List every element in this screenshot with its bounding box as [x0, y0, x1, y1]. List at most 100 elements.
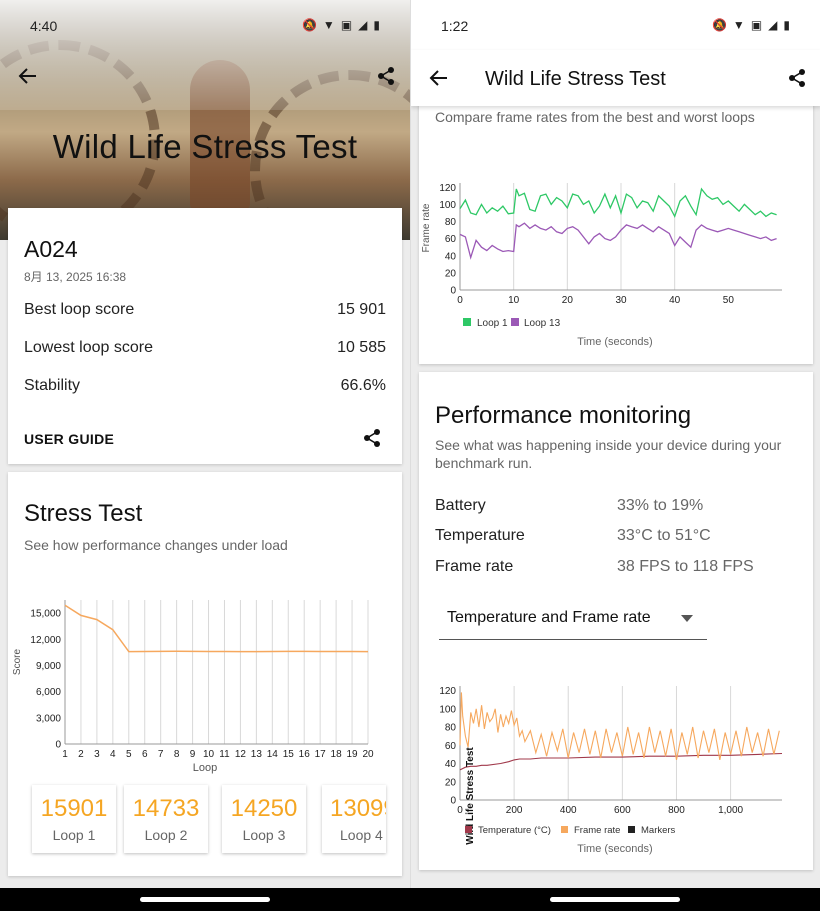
y-tick-label: 120	[439, 183, 456, 194]
perf-subtitle: See what was happening inside your devic…	[435, 437, 782, 471]
x-tick-label: 0	[457, 295, 463, 306]
share-icon[interactable]	[783, 64, 811, 92]
hero-title: Wild Life Stress Test	[52, 128, 358, 165]
y-tick-label: 12,000	[30, 635, 61, 646]
series-line-temperature-c	[459, 752, 783, 771]
y-tick-label: 120	[439, 686, 456, 697]
home-gesture-pill[interactable]	[550, 897, 680, 902]
x-tick-label: 18	[331, 749, 343, 760]
stat-label: Stability	[24, 377, 81, 394]
legend: Temperature (°C) Frame rate Markers	[465, 825, 676, 836]
share-icon[interactable]	[358, 424, 386, 452]
x-axis-label: Loop	[193, 762, 217, 774]
legend: Loop 1 Loop 13	[463, 318, 561, 329]
y-tick-label: 0	[450, 796, 456, 807]
y-tick-label: 9,000	[36, 661, 61, 672]
stress-title: Stress Test	[24, 500, 143, 527]
loop-card[interactable]: 15901 Loop 1	[32, 785, 116, 853]
mute-icon: 🔕	[301, 18, 317, 32]
signal-icon: ◢	[358, 18, 368, 32]
home-gesture-pill[interactable]	[140, 897, 270, 902]
status-time: 1:22	[441, 18, 469, 34]
hero-banner-image	[0, 0, 410, 240]
x-tick-label: 30	[615, 295, 627, 306]
legend-swatch-loop-13	[511, 318, 519, 326]
wifi-icon: ▼	[322, 18, 335, 32]
back-arrow-icon[interactable]	[14, 62, 42, 90]
legend-swatch-frame-rate	[561, 826, 568, 833]
perf-value: 33% to 19%	[617, 497, 704, 514]
y-tick-label: 15,000	[30, 609, 61, 620]
loop-label: Loop 4	[340, 827, 383, 843]
stat-row-lowest: Lowest loop score 10 585	[24, 339, 386, 357]
share-icon[interactable]	[372, 62, 400, 90]
loop-card[interactable]: 13099 Loop 4	[322, 785, 386, 853]
x-tick-label: 11	[219, 749, 230, 760]
x-tick-label: 19	[346, 749, 358, 760]
stat-value: 15 901	[337, 301, 386, 318]
stress-subtitle: See how performance changes under load	[24, 537, 288, 553]
y-axis-label: Score	[12, 649, 23, 676]
stat-label: Best loop score	[24, 301, 135, 318]
chart-metric-dropdown[interactable]: Temperature and Frame rate	[439, 600, 707, 640]
back-arrow-icon[interactable]	[425, 64, 453, 92]
loop-score: 15901	[40, 795, 108, 822]
y-tick-label: 40	[445, 759, 457, 770]
loop-card[interactable]: 14733 Loop 2	[124, 785, 208, 853]
x-tick-label: 10	[508, 295, 520, 306]
series-line-loop-1	[459, 187, 777, 219]
y-tick-label: 80	[445, 217, 457, 228]
loop-score: 13099	[330, 795, 386, 822]
x-tick-label: 20	[362, 749, 374, 760]
x-tick-label: 0	[457, 805, 463, 816]
user-guide-link[interactable]: USER GUIDE	[24, 431, 115, 447]
result-date: 8月 13, 2025 16:38	[24, 270, 127, 284]
legend-swatch-temperature	[465, 826, 472, 833]
x-tick-label: 5	[126, 749, 132, 760]
y-tick-label: 60	[445, 741, 457, 752]
right-screen: 1:22 🔕 ▼ ▣ ◢ ▮ Compare frame rates from …	[410, 0, 820, 911]
y-tick-label: 0	[55, 740, 61, 751]
y-tick-label: 100	[439, 200, 456, 211]
dropdown-arrow-icon	[681, 615, 693, 622]
loop-card[interactable]: 14250 Loop 3	[222, 785, 306, 853]
x-tick-label: 400	[560, 805, 577, 816]
x-tick-label: 50	[723, 295, 735, 306]
x-tick-label: 800	[668, 805, 685, 816]
x-tick-label: 4	[110, 749, 116, 760]
x-tick-label: 200	[506, 805, 523, 816]
x-tick-label: 12	[235, 749, 247, 760]
stat-value: 10 585	[337, 339, 386, 356]
x-tick-label: 20	[562, 295, 574, 306]
stat-row-stability: Stability 66.6%	[24, 377, 386, 395]
battery-icon: ▮	[783, 18, 790, 32]
x-axis-label: Time (seconds)	[577, 336, 652, 348]
x-tick-label: 9	[190, 749, 196, 760]
x-tick-label: 16	[299, 749, 311, 760]
x-tick-label: 10	[203, 749, 215, 760]
series-line-score	[64, 604, 369, 653]
loop-score: 14733	[132, 795, 200, 822]
y-tick-label: 20	[445, 268, 457, 279]
battery-icon: ▮	[373, 18, 380, 32]
stat-row-best: Best loop score 15 901	[24, 301, 386, 319]
compare-frame-rate-chart: 0 20 40 60 80 100 120 0 10 20 30 40 50 Frame rate Lo…	[421, 183, 782, 348]
perf-value: 33°C to 51°C	[617, 527, 711, 544]
y-tick-label: 6,000	[36, 687, 61, 698]
y-axis-label: Frame rate	[421, 203, 432, 252]
x-tick-label: 13	[251, 749, 263, 760]
perf-title: Performance monitoring	[435, 402, 692, 429]
dropdown-selected: Temperature and Frame rate	[447, 609, 651, 626]
stat-label: Lowest loop score	[24, 339, 153, 356]
lte-icon: ▣	[750, 18, 763, 32]
device-name: A024	[24, 236, 78, 262]
status-bar: 1:22 🔕 ▼ ▣ ◢ ▮	[411, 0, 820, 50]
x-tick-label: 8	[174, 749, 180, 760]
compare-card: Compare frame rates from the best and wo…	[419, 96, 813, 364]
page-title: Wild Life Stress Test	[485, 68, 666, 90]
x-tick-label: 3	[94, 749, 100, 760]
x-tick-label: 1	[62, 749, 68, 760]
x-tick-label: 1,000	[718, 805, 743, 816]
y-tick-label: 60	[445, 234, 457, 245]
mute-icon: 🔕	[711, 18, 727, 32]
